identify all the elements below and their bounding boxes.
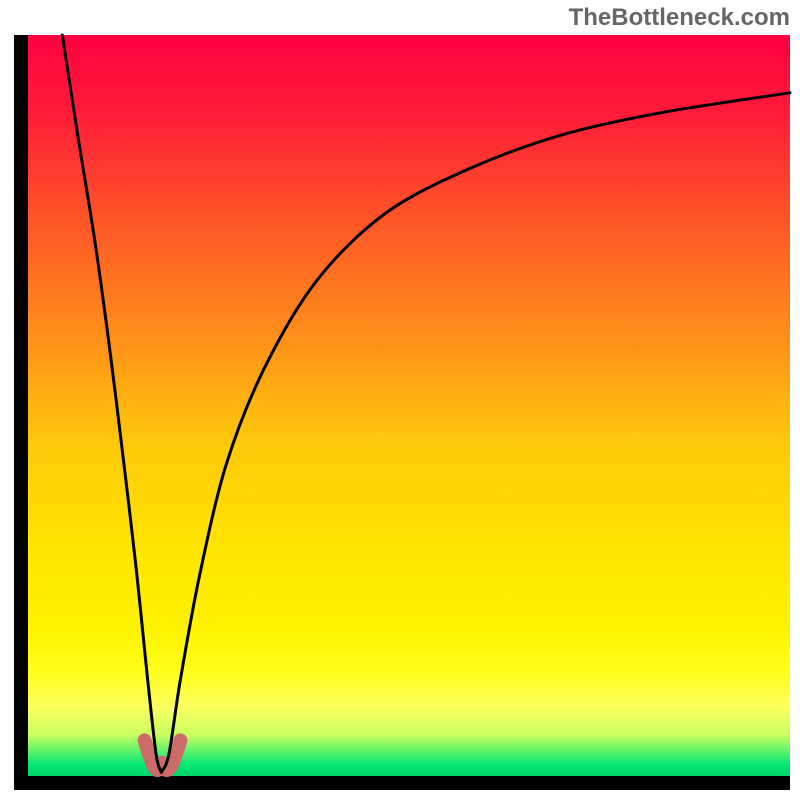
curve-cusp-highlight [145, 740, 181, 770]
curve-overlay [0, 0, 800, 800]
curve-left-branch [62, 35, 161, 772]
watermark-text: TheBottleneck.com [569, 4, 790, 32]
curve-right-branch [161, 93, 790, 772]
chart-container: TheBottleneck.com [0, 0, 800, 800]
